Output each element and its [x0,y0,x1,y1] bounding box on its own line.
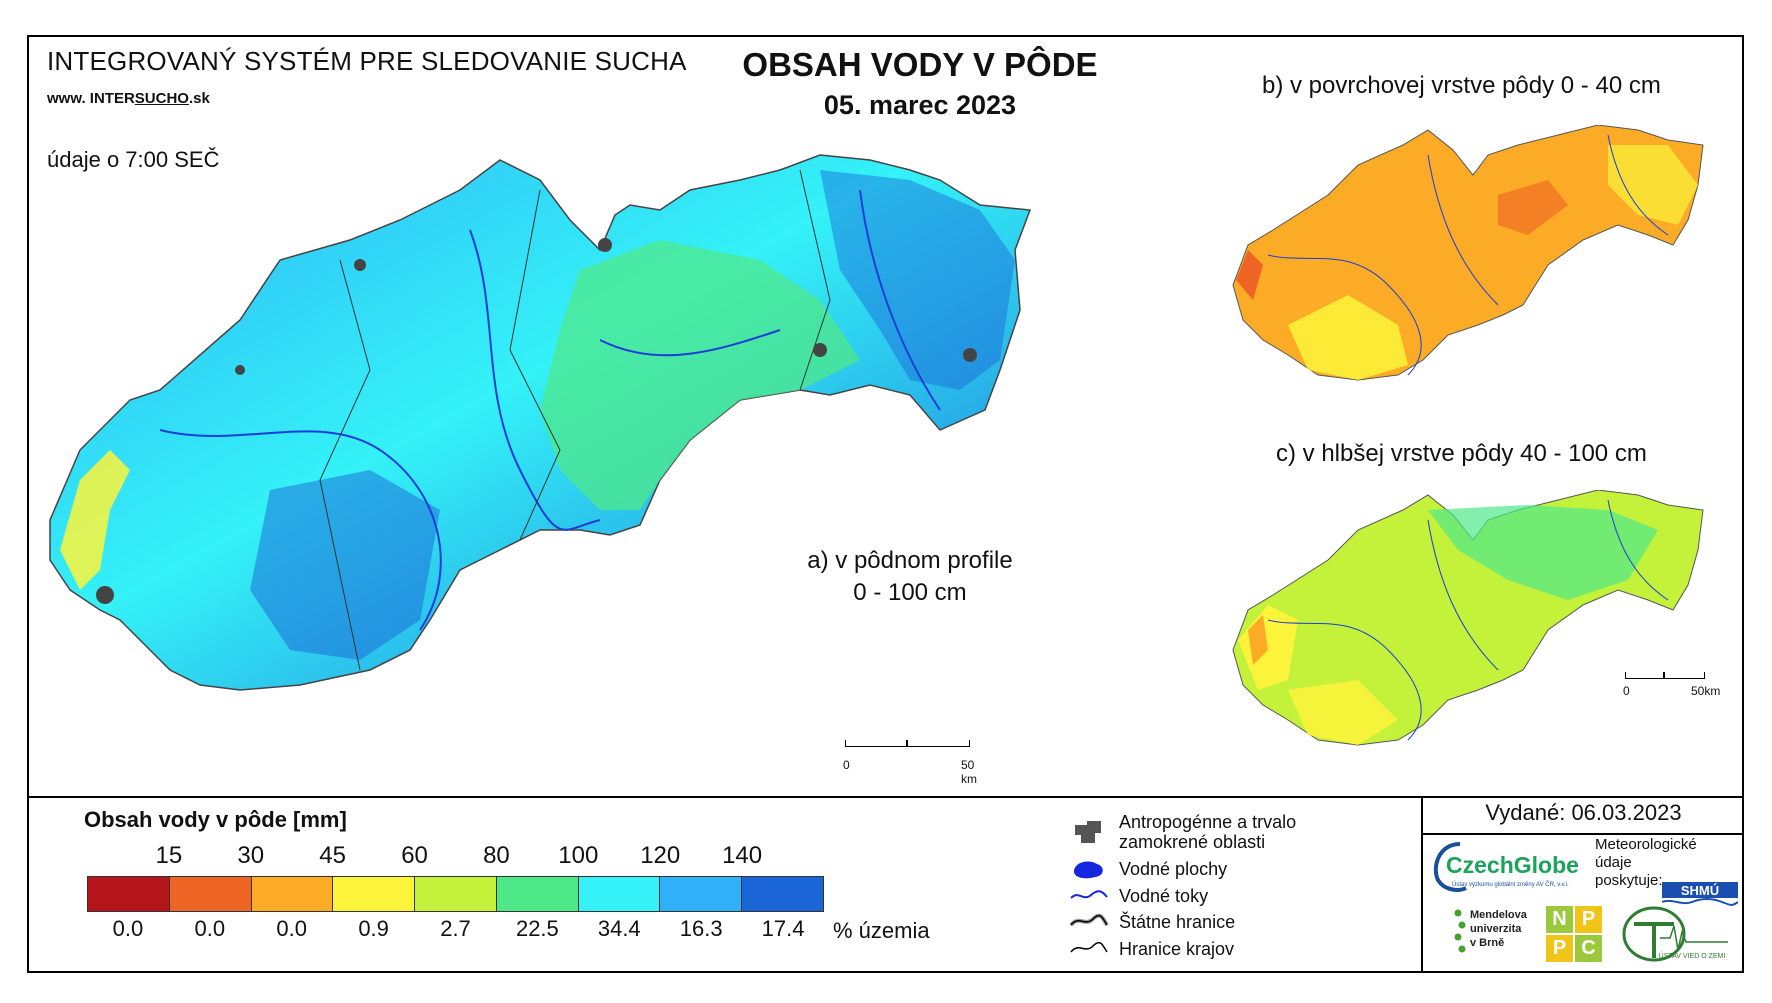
legend-threshold-label: 140 [722,842,763,869]
western-dry-zone [60,450,130,590]
legend-percentage-label: 34.4 [597,916,641,941]
map-a-label: a) v pôdnom profile 0 - 100 cm [807,547,1013,606]
legend-symbol-region-border: Hranice krajov [1065,935,1234,963]
deeper-layer-map [1232,490,1704,746]
red-zone [1498,180,1568,235]
river [159,429,442,631]
legend-percentage-label: 2.7 [440,916,471,941]
river-icon [1065,882,1113,910]
legend-percentage-label: 0.0 [194,916,226,941]
legend-threshold-label: 120 [640,842,681,869]
region-border-icon [1065,935,1113,963]
divider [1421,796,1423,973]
map-c-label: c) v hlbšej vrstve pôdy 40 - 100 cm [1276,440,1647,467]
red-zone [1236,250,1263,300]
river [1267,254,1422,376]
legend-percentage-label: 16.3 [679,916,723,941]
water-body-icon [1065,855,1113,883]
legend-symbol-state-border: Štátne hranice [1065,908,1235,936]
yellow-zone [1288,295,1408,380]
river [1267,619,1422,741]
legend-percentage-label: 0.9 [358,916,389,941]
urban-area [354,259,366,271]
percent-unit: % územia [833,918,930,943]
page-title: OBSAH VODY V PÔDE [742,46,1098,83]
svg-text:ÚSTAV VIED O ZEMI: ÚSTAV VIED O ZEMI [1659,951,1726,960]
divider [1421,833,1744,835]
southwest-deep-zone [250,470,440,660]
legend-swatch [169,877,252,911]
map-b-label: b) v povrchovej vrstve pôdy 0 - 40 cm [1262,72,1661,99]
legend-threshold-label: 60 [401,842,428,869]
state-border-icon [1065,908,1113,936]
river [1427,154,1499,306]
legend-swatch [742,877,824,911]
yellow-zone [1288,680,1398,745]
region-border [509,189,561,541]
website-link[interactable]: www. INTERSUCHO.sk [47,90,210,107]
legend-symbol-urban: Antropogénne a trvalo zamokrené oblasti [1065,812,1296,852]
svg-text:SHMÚ: SHMÚ [1681,883,1719,898]
region-border [799,169,831,391]
legend-symbol-water-body: Vodné plochy [1065,855,1227,883]
legend-threshold-label: 80 [483,842,510,869]
map-frame [27,35,1744,973]
legend-swatch [88,877,170,911]
river [1607,134,1669,236]
urban-area [598,238,612,252]
eastern-deep-zone [820,170,1015,390]
legend-percentage-label: 0.0 [276,916,308,941]
map-date: 05. marec 2023 [823,90,1017,120]
orange-zone [1248,615,1268,665]
scale-bar-small: 0 50km [1623,672,1733,700]
legend-swatch [333,877,416,911]
issued-date: Vydané: 06.03.2023 [1485,800,1682,825]
czechglobe-logo[interactable]: CzechGlobe Ústav výzkumu globální změny … [1430,838,1588,894]
yellow-zone [1608,145,1698,225]
legend-swatch [251,877,334,911]
legend-threshold-label: 30 [237,842,265,869]
time-note: údaje o 7:00 SEČ [47,147,220,172]
river [1607,499,1669,601]
legend-swatch [415,877,497,911]
color-scale [87,876,824,912]
legend-threshold-label: 100 [558,842,599,869]
shmu-logo[interactable]: SHMÚ [1662,872,1738,906]
legend-title: Obsah vody v pôde [mm] [84,807,347,832]
urban-area [813,343,827,357]
river [599,329,781,357]
river [859,189,941,411]
region-border [319,259,371,671]
urban-area [963,348,977,362]
green-zone [1428,505,1658,600]
legend-swatch [660,877,743,911]
legend-swatch [578,877,661,911]
river [469,229,601,531]
main-soil-water-map [49,154,1032,691]
legend-percentage-label: 0.0 [112,916,144,941]
legend-percentage-label: 17.4 [761,916,805,941]
greener-central-zone [540,240,860,510]
urban-area [235,365,245,375]
scale-bar-main: 0 50 km [843,740,988,786]
legend-threshold-label: 15 [155,842,183,869]
legend-symbol-river: Vodné toky [1065,882,1208,910]
system-title: INTEGROVANÝ SYSTÉM PRE SLEDOVANIE SUCHA [47,46,687,76]
river [1427,519,1499,671]
legend-percentage-label: 22.5 [515,916,559,941]
legend-threshold-label: 45 [319,842,346,869]
urban-area [96,586,114,604]
legend-swatch [496,877,579,911]
earth-science-institute-logo[interactable]: ÚSTAV VIED O ZEMI [1620,906,1730,964]
urban-area-icon [1065,818,1113,846]
divider [27,796,1744,798]
mendel-university-logo[interactable]: Mendelova univerzita v Brně [1450,908,1540,964]
surface-layer-map [1232,125,1704,381]
meteo-data-note: Meteorologické údaje poskytuje: [1595,836,1697,889]
